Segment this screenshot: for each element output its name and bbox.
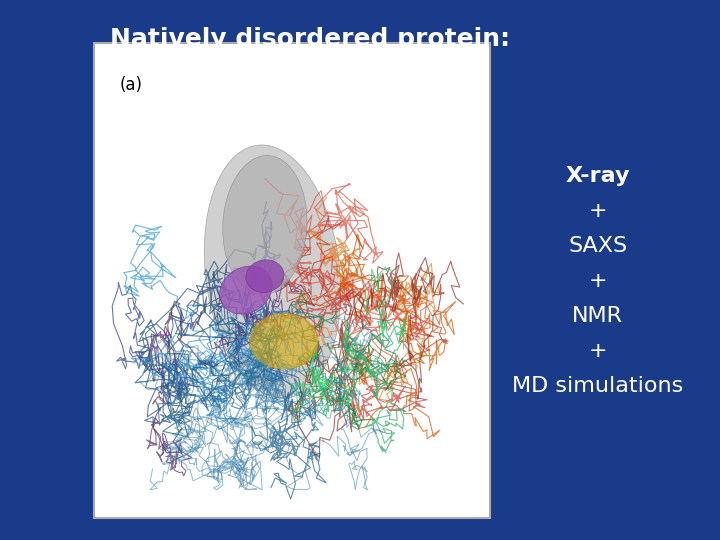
Text: X-ray: X-ray — [565, 165, 630, 186]
Text: +: + — [588, 341, 607, 361]
Text: (a): (a) — [120, 77, 143, 94]
Ellipse shape — [204, 145, 341, 398]
Ellipse shape — [222, 156, 307, 295]
Text: X-ray
+
SAXS
+
NMR
+
MD simulations: X-ray + SAXS + NMR + MD simulations — [0, 539, 1, 540]
Text: NMR: NMR — [572, 306, 623, 326]
Ellipse shape — [220, 266, 272, 314]
Text: +: + — [588, 200, 607, 221]
Text: Natively disordered protein:: Natively disordered protein: — [109, 27, 510, 51]
Text: MD simulations: MD simulations — [512, 376, 683, 396]
FancyBboxPatch shape — [94, 43, 490, 518]
Ellipse shape — [250, 313, 318, 369]
Text: +: + — [588, 271, 607, 291]
Text: SAXS: SAXS — [568, 235, 627, 256]
Ellipse shape — [246, 260, 284, 293]
